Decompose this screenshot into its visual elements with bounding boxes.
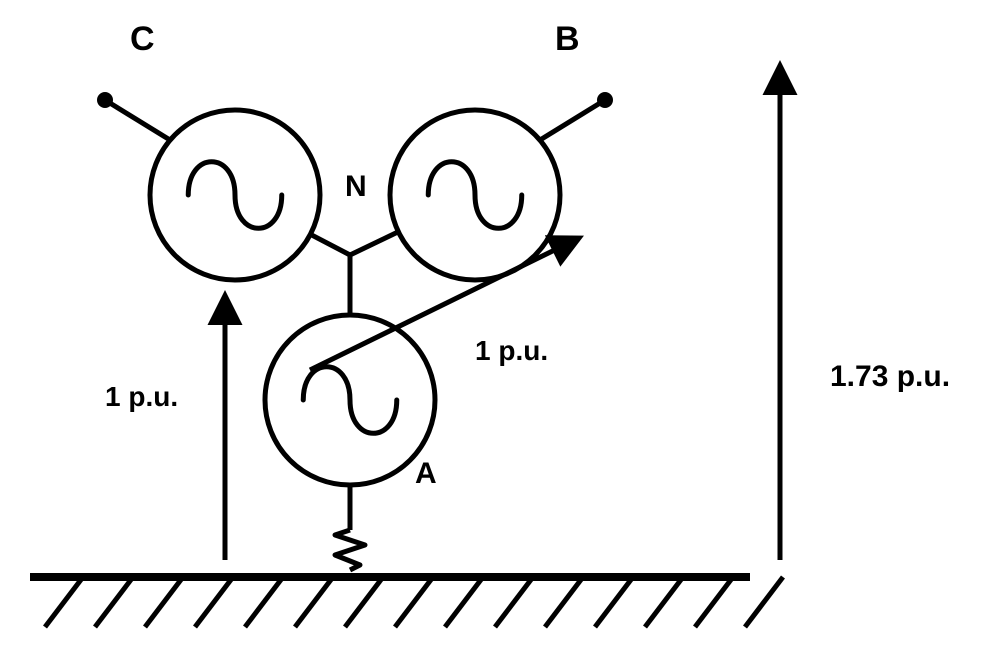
generator-b-sine-icon (428, 162, 522, 229)
diagram-stage (0, 0, 990, 667)
terminal-c-lead (105, 100, 170, 140)
hatch-line (495, 577, 533, 627)
label-pu_right: 1 p.u. (475, 335, 548, 367)
terminal-c-dot (97, 92, 113, 108)
generator-a-sine-icon (303, 367, 397, 434)
hatch-line (445, 577, 483, 627)
hatch-line (95, 577, 133, 627)
hatch-line (745, 577, 783, 627)
generator-c-sine-icon (188, 162, 282, 229)
hatch-line (645, 577, 683, 627)
hatch-line (45, 577, 83, 627)
hatch-line (545, 577, 583, 627)
y-leg-c (310, 234, 350, 255)
terminal-b-lead (540, 100, 605, 140)
hatch-line (395, 577, 433, 627)
hatch-line (195, 577, 233, 627)
label-pu_173: 1.73 p.u. (830, 360, 950, 394)
hatch-line (595, 577, 633, 627)
y-leg-b (350, 232, 398, 255)
hatch-line (295, 577, 333, 627)
label-A: A (415, 457, 437, 491)
ground-zigzag-icon (335, 530, 365, 570)
label-B: B (555, 20, 580, 59)
label-pu_left: 1 p.u. (105, 381, 178, 413)
hatch-line (695, 577, 733, 627)
hatch-line (145, 577, 183, 627)
label-N: N (345, 170, 367, 204)
hatch-line (345, 577, 383, 627)
label-C: C (130, 20, 155, 59)
hatch-line (245, 577, 283, 627)
terminal-b-dot (597, 92, 613, 108)
